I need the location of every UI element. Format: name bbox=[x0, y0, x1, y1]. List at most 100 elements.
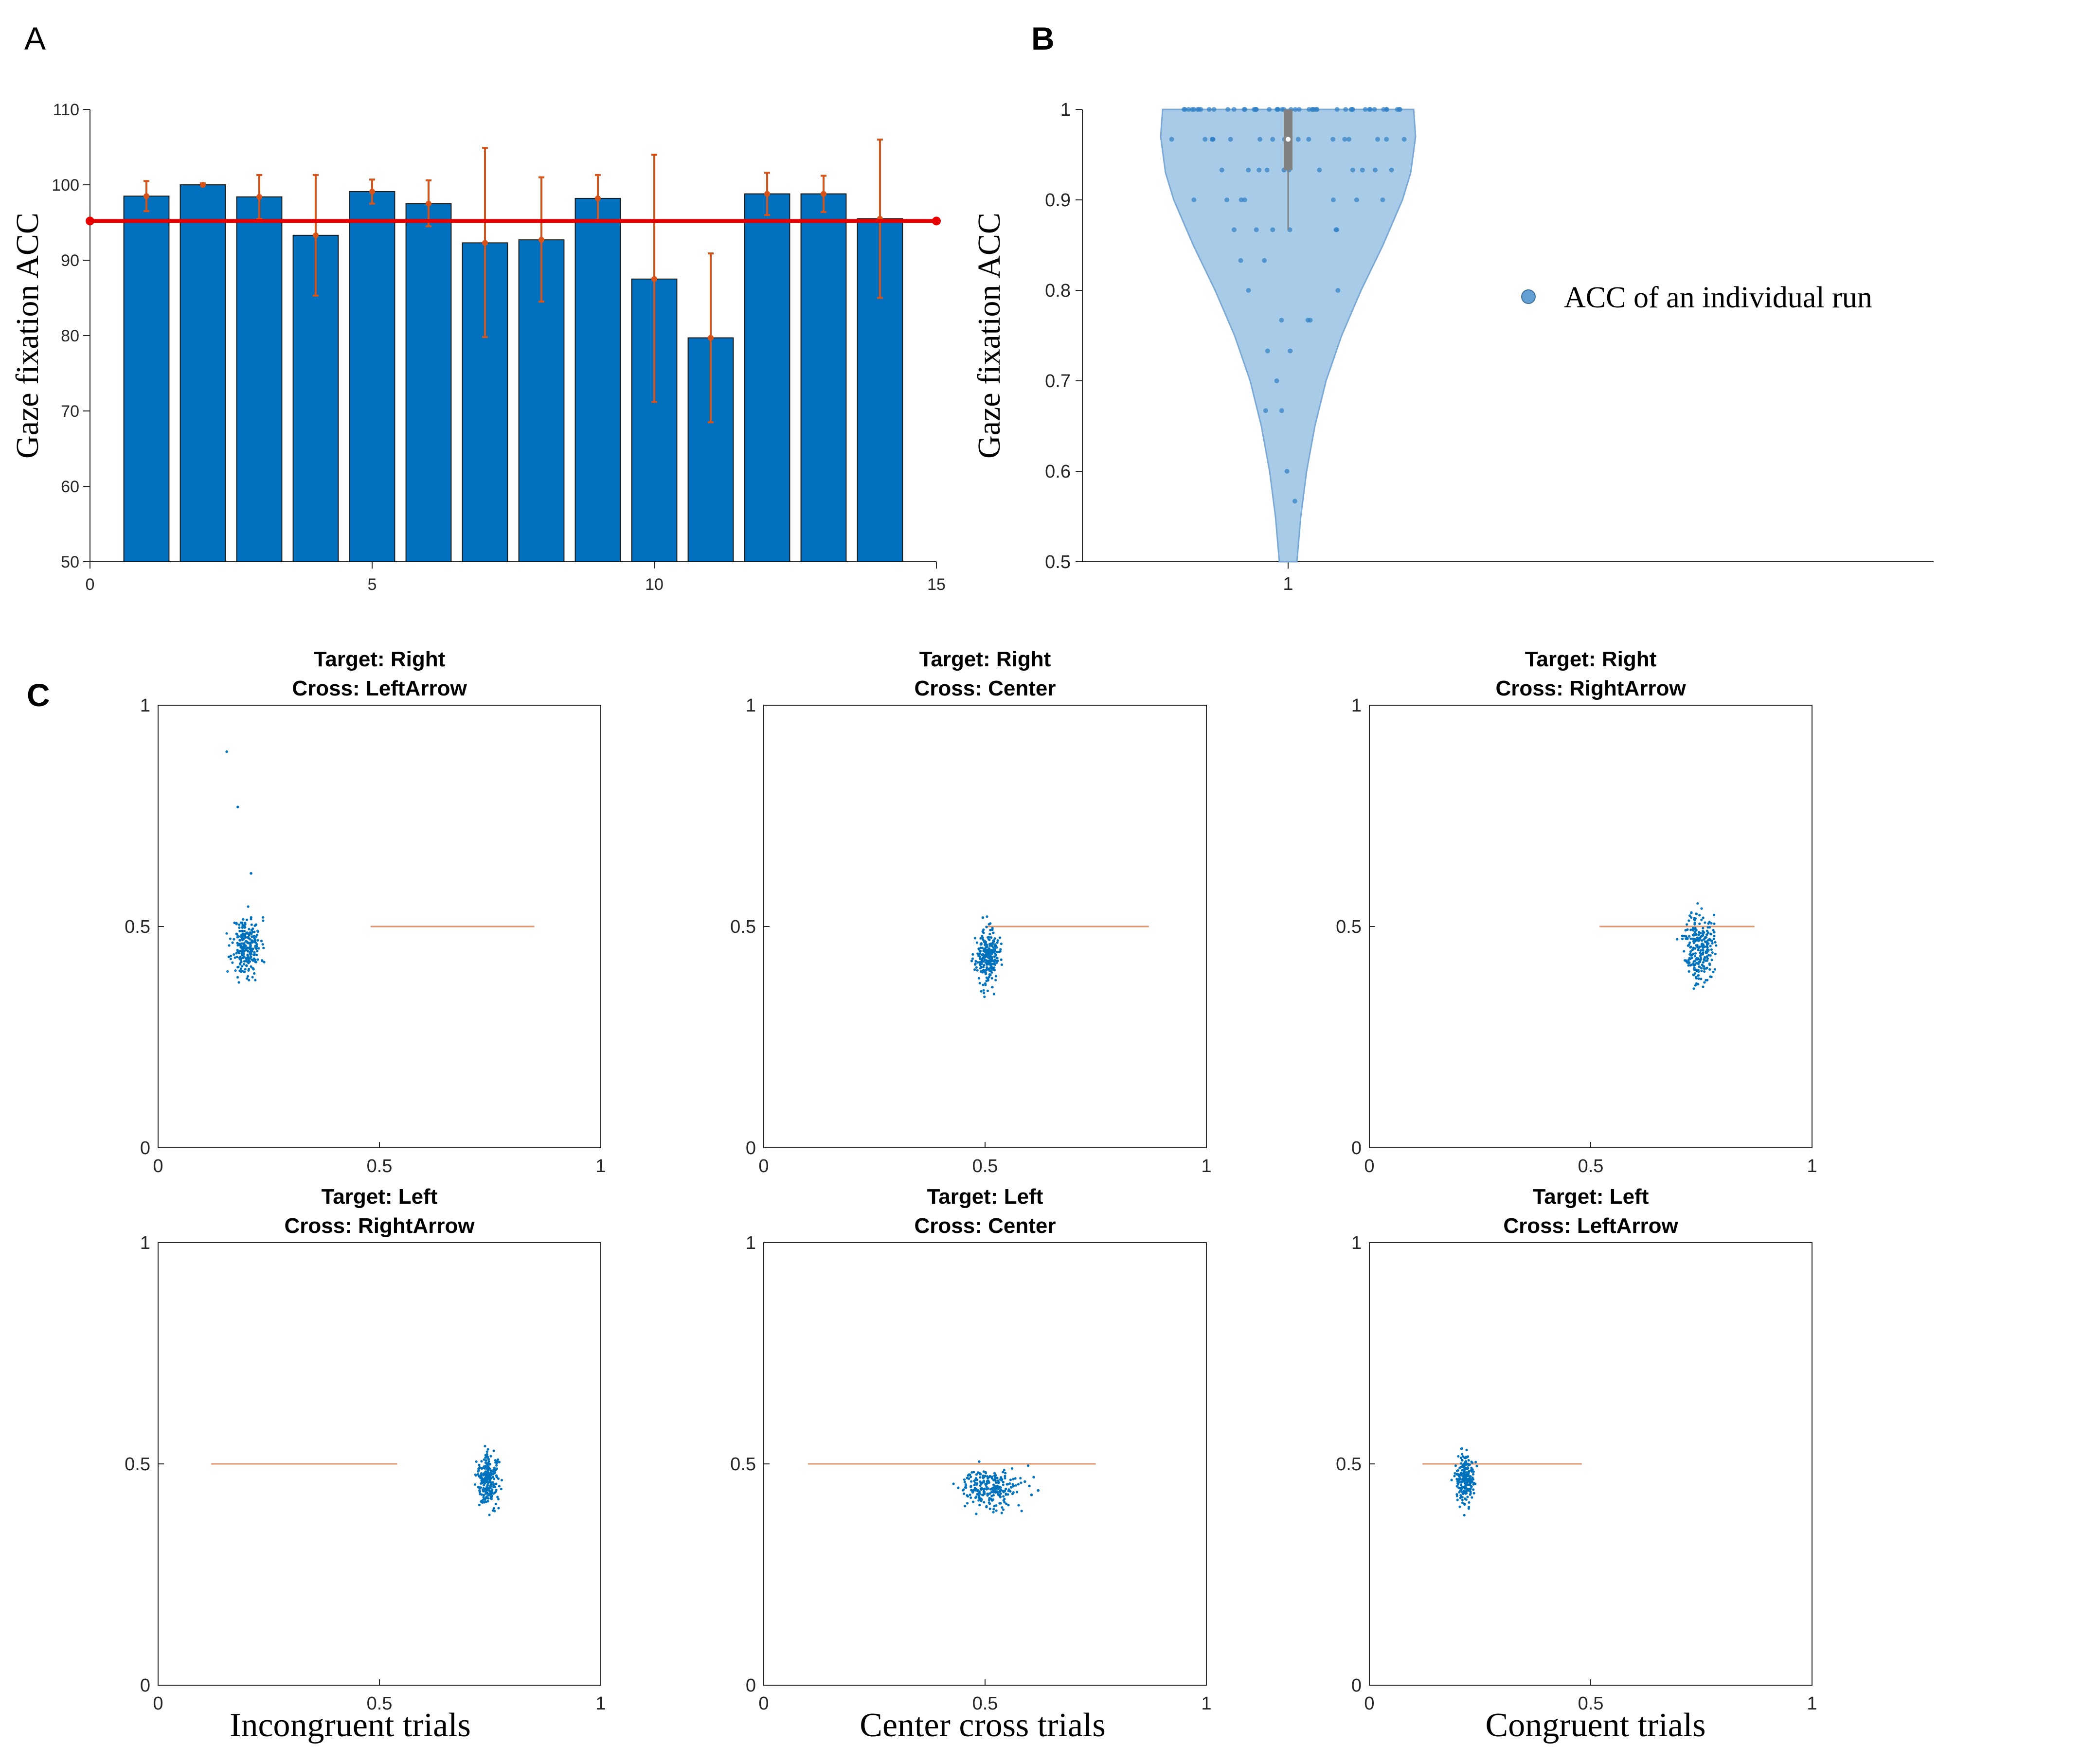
a-mean-marker bbox=[538, 237, 544, 243]
c-y-tick-label: 0.5 bbox=[730, 917, 756, 937]
c-gaze-point bbox=[999, 1490, 1002, 1493]
c-gaze-point bbox=[969, 1485, 972, 1488]
c-gaze-point bbox=[1465, 1471, 1469, 1474]
c-gaze-point bbox=[1458, 1466, 1461, 1470]
c-gaze-point bbox=[1689, 946, 1692, 949]
c-subplot-c3: 0 0.5 1 0 0.5 1 Target: Right Cross: RightArrow bbox=[1336, 647, 1817, 1176]
b-data-point bbox=[1350, 167, 1355, 173]
c-gaze-point bbox=[993, 1485, 997, 1488]
a-mean-marker bbox=[651, 276, 657, 282]
c-gaze-point bbox=[242, 954, 245, 957]
c-gaze-point bbox=[1464, 1460, 1467, 1464]
c-gaze-point bbox=[228, 944, 231, 947]
c-gaze-point bbox=[974, 1488, 977, 1491]
c-gaze-point bbox=[489, 1478, 492, 1481]
c-y-tick-label: 0 bbox=[140, 1138, 150, 1158]
c-gaze-point bbox=[492, 1449, 495, 1452]
c-gaze-point bbox=[1000, 1476, 1003, 1479]
c-gaze-point bbox=[989, 922, 992, 925]
c-gaze-point bbox=[251, 967, 254, 970]
c-gaze-point bbox=[982, 989, 985, 992]
c-gaze-point bbox=[968, 1473, 970, 1476]
c-gaze-point bbox=[239, 967, 243, 970]
c-gaze-point bbox=[986, 1492, 989, 1496]
column-label-center: Center cross trials bbox=[860, 1707, 1105, 1744]
c-gaze-point bbox=[1458, 1505, 1461, 1508]
c-gaze-point bbox=[952, 1482, 955, 1485]
c-gaze-point bbox=[984, 983, 987, 986]
c-gaze-point bbox=[489, 1469, 492, 1472]
a-bar bbox=[179, 184, 226, 562]
b-data-point bbox=[1284, 469, 1290, 474]
c-gaze-point bbox=[978, 1503, 981, 1507]
c-gaze-point bbox=[1705, 959, 1709, 962]
c-gaze-point bbox=[1700, 969, 1703, 972]
c-gaze-point bbox=[473, 1483, 477, 1486]
b-data-point bbox=[1346, 137, 1352, 142]
b-data-point bbox=[1330, 197, 1336, 202]
b-data-point bbox=[1263, 408, 1268, 413]
c-gaze-point bbox=[986, 945, 989, 948]
c-gaze-point bbox=[1707, 949, 1710, 952]
c-gaze-point bbox=[477, 1470, 480, 1473]
c-gaze-point bbox=[1004, 1477, 1006, 1479]
c-gaze-point bbox=[483, 1484, 485, 1487]
b-data-point bbox=[1389, 167, 1394, 173]
c-gaze-point bbox=[1458, 1491, 1461, 1494]
c-gaze-point bbox=[1005, 1493, 1007, 1496]
c-gaze-point bbox=[483, 1472, 485, 1475]
c-gaze-point bbox=[1714, 941, 1717, 944]
c-gaze-point bbox=[256, 939, 259, 942]
c-gaze-point bbox=[1457, 1481, 1460, 1484]
a-mean-marker bbox=[482, 240, 488, 246]
b-data-point bbox=[1270, 227, 1275, 232]
c-gaze-point bbox=[483, 1480, 485, 1483]
b-data-point bbox=[1310, 107, 1315, 112]
c-y-tick-label: 0 bbox=[1351, 1138, 1362, 1158]
c-gaze-point bbox=[1011, 1493, 1014, 1496]
c-title-cross: Cross: LeftArrow bbox=[292, 677, 467, 700]
c-gaze-point bbox=[1700, 952, 1703, 955]
c-gaze-point bbox=[995, 1509, 998, 1512]
b-y-tick-label: 0.8 bbox=[1045, 281, 1071, 301]
c-gaze-point bbox=[1689, 928, 1692, 931]
c-gaze-point bbox=[978, 1495, 981, 1497]
c-gaze-point bbox=[997, 1481, 1000, 1484]
c-gaze-point bbox=[1466, 1466, 1469, 1469]
panel-a-bar-chart: 50 60 70 80 90 100 110 0 5 10 15 Gaze fixation ACC bbox=[10, 101, 946, 594]
b-data-point bbox=[1246, 288, 1251, 293]
c-gaze-point bbox=[1460, 1459, 1464, 1461]
c-gaze-point bbox=[1699, 955, 1702, 958]
c-gaze-point bbox=[970, 960, 973, 962]
c-gaze-point bbox=[256, 929, 259, 932]
c-gaze-point bbox=[1703, 981, 1706, 984]
c-gaze-point bbox=[477, 1467, 480, 1470]
c-x-tick-label: 0.5 bbox=[367, 1693, 393, 1714]
a-mean-marker bbox=[708, 335, 714, 341]
a-grand-mean-end bbox=[86, 216, 94, 226]
c-gaze-point bbox=[1702, 985, 1705, 988]
c-gaze-point bbox=[982, 960, 985, 963]
c-gaze-point bbox=[1700, 978, 1703, 980]
c-gaze-point bbox=[498, 1485, 501, 1488]
c-gaze-point bbox=[971, 957, 974, 960]
c-gaze-point bbox=[975, 941, 979, 944]
b-data-point bbox=[1348, 107, 1354, 112]
b-data-point bbox=[1279, 318, 1284, 323]
c-gaze-point bbox=[998, 1485, 1001, 1488]
c-gaze-point bbox=[1469, 1482, 1472, 1486]
c-gaze-point bbox=[985, 979, 988, 982]
c-gaze-point bbox=[991, 986, 994, 989]
c-gaze-point bbox=[1470, 1466, 1473, 1469]
c-gaze-point bbox=[976, 952, 979, 955]
c-gaze-point bbox=[994, 963, 997, 966]
c-gaze-point bbox=[982, 931, 985, 934]
c-gaze-point bbox=[1709, 944, 1712, 947]
c-gaze-point bbox=[1697, 946, 1701, 949]
c-gaze-point bbox=[254, 924, 257, 926]
c-gaze-point bbox=[1684, 959, 1687, 962]
c-gaze-point bbox=[1703, 938, 1705, 941]
c-gaze-point bbox=[984, 940, 987, 943]
c-gaze-point bbox=[262, 919, 265, 922]
c-gaze-point bbox=[1688, 941, 1691, 944]
